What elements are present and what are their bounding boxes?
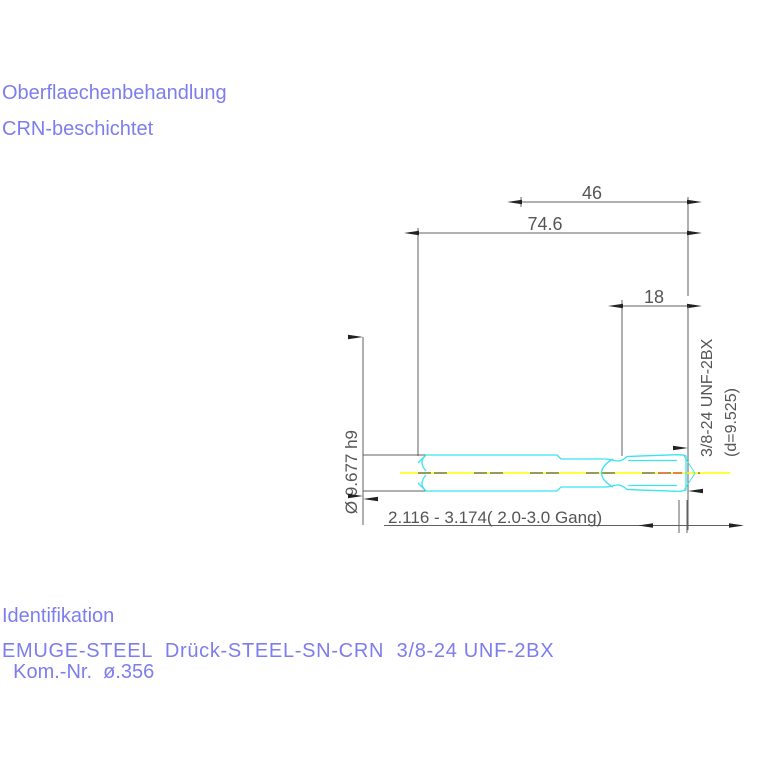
svg-text:2.116 - 3.174( 2.0-3.0 Gang): 2.116 - 3.174( 2.0-3.0 Gang) xyxy=(388,508,602,527)
svg-text:18: 18 xyxy=(644,287,664,307)
svg-text:(d=9.525): (d=9.525) xyxy=(723,388,740,457)
svg-text:74.6: 74.6 xyxy=(527,214,562,234)
svg-text:46: 46 xyxy=(582,183,602,203)
svg-text:3/8-24 UNF-2BX: 3/8-24 UNF-2BX xyxy=(699,338,716,457)
svg-text:Ø 9.677 h9: Ø 9.677 h9 xyxy=(342,430,361,514)
